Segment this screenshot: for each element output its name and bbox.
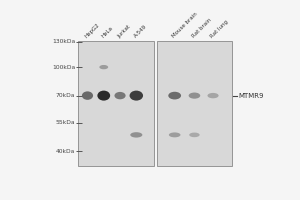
Text: A-549: A-549 xyxy=(133,24,148,39)
Text: HepG2: HepG2 xyxy=(84,22,101,39)
Text: HeLa: HeLa xyxy=(100,25,114,39)
Text: 70kDa: 70kDa xyxy=(56,93,75,98)
Text: 40kDa: 40kDa xyxy=(56,149,75,154)
FancyBboxPatch shape xyxy=(157,41,232,166)
Ellipse shape xyxy=(208,93,219,98)
Ellipse shape xyxy=(168,92,181,99)
Ellipse shape xyxy=(82,91,93,100)
Text: Rat brain: Rat brain xyxy=(191,17,212,39)
Text: MTMR9: MTMR9 xyxy=(238,93,264,99)
Ellipse shape xyxy=(98,91,110,101)
Text: 130kDa: 130kDa xyxy=(52,39,75,44)
FancyBboxPatch shape xyxy=(78,41,154,166)
Text: Jurkat: Jurkat xyxy=(116,24,131,39)
Ellipse shape xyxy=(99,65,108,69)
Ellipse shape xyxy=(189,133,200,137)
Ellipse shape xyxy=(115,92,126,99)
Ellipse shape xyxy=(130,91,143,101)
Ellipse shape xyxy=(189,93,200,99)
Text: Rat lung: Rat lung xyxy=(209,19,229,39)
Text: 100kDa: 100kDa xyxy=(52,65,75,70)
Text: 55kDa: 55kDa xyxy=(56,120,75,125)
Text: Mouse brain: Mouse brain xyxy=(171,11,199,39)
Ellipse shape xyxy=(130,132,142,138)
Ellipse shape xyxy=(169,132,181,137)
